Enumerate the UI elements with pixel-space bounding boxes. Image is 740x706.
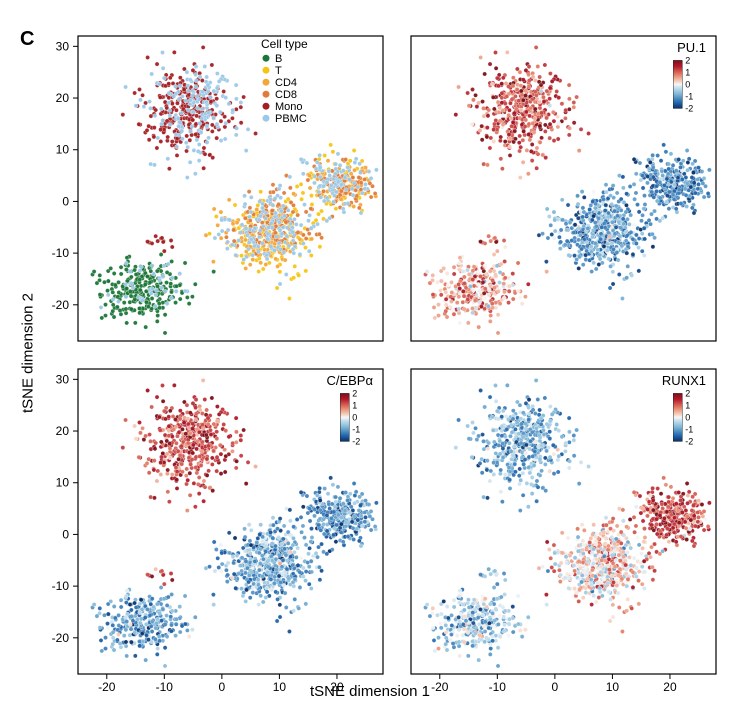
svg-text:-10: -10 xyxy=(489,680,507,694)
svg-text:-20: -20 xyxy=(431,680,449,694)
svg-text:-1: -1 xyxy=(352,424,360,434)
panel-A: -20 -10 0 10 20 30 Cell type BTCD4CD8MonoPBMC xyxy=(52,36,383,341)
svg-text:-10: -10 xyxy=(52,579,70,593)
svg-text:20: 20 xyxy=(56,91,70,105)
svg-text:B: B xyxy=(275,53,282,65)
panel-C: -20-1001020-20-100102030C/EBPα210-1-2 xyxy=(52,369,383,694)
svg-text:T: T xyxy=(275,65,282,77)
svg-text:-20: -20 xyxy=(98,680,116,694)
svg-text:20: 20 xyxy=(663,680,677,694)
svg-text:Mono: Mono xyxy=(275,101,303,113)
svg-text:Cell type: Cell type xyxy=(261,37,308,51)
panel-B: PU.12 1 0 -1 -2 xyxy=(411,36,716,341)
svg-text:0: 0 xyxy=(552,680,559,694)
svg-text:1: 1 xyxy=(352,400,357,410)
figure-svg: -20-100102030Cell typeBTCD4CD8MonoPBMCPU… xyxy=(0,0,740,706)
svg-text:1: 1 xyxy=(685,67,690,77)
svg-text:CD4: CD4 xyxy=(275,77,297,89)
svg-text:CD8: CD8 xyxy=(275,89,297,101)
svg-text:-2: -2 xyxy=(685,103,693,113)
svg-text:30: 30 xyxy=(56,372,70,386)
panel-title-D: RUNX1 xyxy=(662,373,706,388)
panel-D: -20-1001020RUNX1210-1-2 xyxy=(411,369,716,694)
svg-text:-1: -1 xyxy=(685,91,693,101)
svg-text:-20: -20 xyxy=(52,298,70,312)
svg-text:-10: -10 xyxy=(52,246,70,260)
panel-title-B: PU.1 xyxy=(677,40,706,55)
svg-text:0: 0 xyxy=(685,79,690,89)
svg-text:-10: -10 xyxy=(156,680,174,694)
svg-text:20: 20 xyxy=(330,680,344,694)
svg-text:0: 0 xyxy=(62,527,69,541)
svg-text:0: 0 xyxy=(219,680,226,694)
svg-text:-20: -20 xyxy=(52,631,70,645)
svg-text:PBMC: PBMC xyxy=(275,113,307,125)
svg-text:2: 2 xyxy=(352,388,357,398)
svg-text:0: 0 xyxy=(62,194,69,208)
svg-text:20: 20 xyxy=(56,424,70,438)
svg-text:-2: -2 xyxy=(352,436,360,446)
svg-text:0: 0 xyxy=(352,412,357,422)
svg-text:10: 10 xyxy=(273,680,287,694)
svg-text:10: 10 xyxy=(56,476,70,490)
svg-text:30: 30 xyxy=(56,39,70,53)
svg-text:2: 2 xyxy=(685,55,690,65)
svg-text:10: 10 xyxy=(606,680,620,694)
panel-title-C: C/EBPα xyxy=(326,373,373,388)
svg-text:10: 10 xyxy=(56,143,70,157)
